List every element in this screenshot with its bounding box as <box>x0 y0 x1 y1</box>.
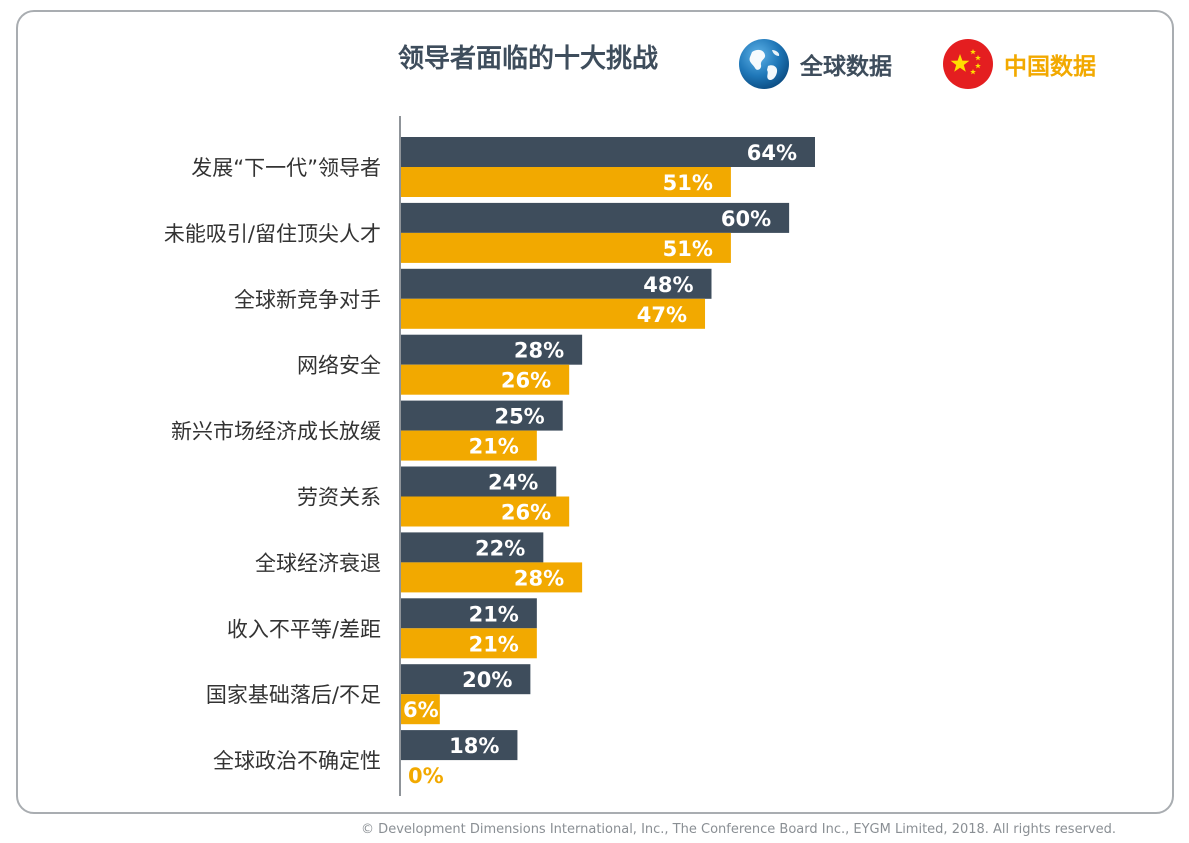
value-label-china: 26% <box>501 501 551 525</box>
bar-global <box>401 137 815 167</box>
legend-china-label: 中国数据 <box>1004 54 1096 80</box>
legend-global-label: 全球数据 <box>800 54 892 80</box>
value-label-global: 25% <box>494 405 544 429</box>
globe-icon <box>739 39 789 89</box>
chart-frame <box>16 10 1174 814</box>
bar-china <box>401 167 731 197</box>
value-label-china: 51% <box>663 171 713 195</box>
bar-china <box>401 694 440 725</box>
copyright-footer: © Development Dimensions International, … <box>361 822 1116 837</box>
category-label: 发展“下一代”领导者 <box>191 156 381 180</box>
category-label: 网络安全 <box>297 354 381 378</box>
bar-china <box>401 298 706 329</box>
value-label-china: 51% <box>663 237 713 261</box>
category-label: 全球经济衰退 <box>255 551 381 575</box>
bar-global <box>401 268 712 299</box>
bar-global <box>401 598 537 629</box>
bar-china <box>401 232 731 263</box>
bar-china <box>401 562 583 593</box>
value-label-global: 21% <box>469 602 519 626</box>
legend-china: 中国数据 <box>942 38 1096 90</box>
bar-global <box>401 532 544 563</box>
bar-china <box>401 496 570 527</box>
value-label-global: 48% <box>643 273 693 297</box>
value-label-china: 0% <box>408 764 444 788</box>
value-label-global: 60% <box>721 207 771 231</box>
bar-global <box>401 730 518 761</box>
category-label: 劳资关系 <box>297 486 381 510</box>
bar-global <box>401 664 531 695</box>
chart-title: 领导者面临的十大挑战 <box>398 44 659 74</box>
china-flag-icon <box>943 39 993 89</box>
value-label-global: 20% <box>462 668 512 692</box>
value-label-china: 6% <box>403 698 439 722</box>
legend-global: 全球数据 <box>738 38 892 90</box>
value-label-china: 47% <box>637 303 687 327</box>
bar-china <box>401 364 570 395</box>
bar-global <box>401 400 563 431</box>
value-label-china: 26% <box>501 369 551 393</box>
bar-global <box>401 466 557 497</box>
value-label-china: 28% <box>514 566 564 590</box>
value-label-china: 21% <box>469 435 519 459</box>
category-label: 国家基础落后/不足 <box>206 683 381 707</box>
bar-china <box>401 628 537 659</box>
bar-global <box>401 202 790 233</box>
bar-global <box>401 334 583 365</box>
category-label: 未能吸引/留住顶尖人才 <box>164 222 381 246</box>
category-label: 新兴市场经济成长放缓 <box>171 420 381 444</box>
value-label-global: 28% <box>514 339 564 363</box>
value-label-global: 22% <box>475 536 525 560</box>
value-label-global: 64% <box>747 141 797 165</box>
category-label: 收入不平等/差距 <box>227 617 381 641</box>
bar-china <box>401 430 537 461</box>
category-axis-line <box>399 116 401 796</box>
value-label-global: 18% <box>449 734 499 758</box>
category-label: 全球新竞争对手 <box>234 288 381 312</box>
value-label-china: 21% <box>469 632 519 656</box>
category-label: 全球政治不确定性 <box>213 749 381 773</box>
value-label-global: 24% <box>488 471 538 495</box>
